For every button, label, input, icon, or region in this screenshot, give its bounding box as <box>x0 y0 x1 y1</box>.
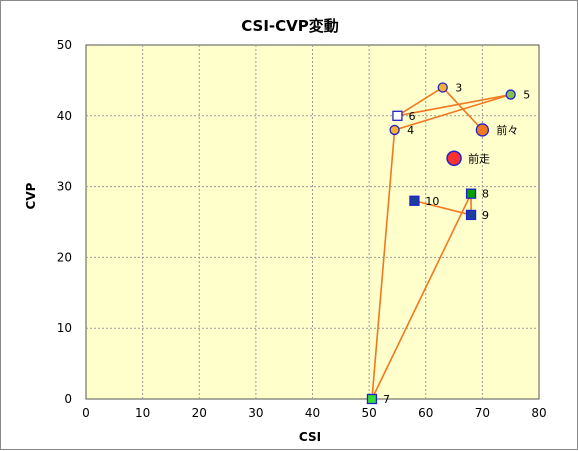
data-point-label: 前々 <box>496 123 518 137</box>
x-tick-label: 30 <box>248 406 263 420</box>
data-point-marker <box>475 123 490 137</box>
data-point-marker <box>446 150 462 167</box>
y-tick-label: 20 <box>57 250 72 264</box>
data-point-label: 前走 <box>468 151 490 165</box>
data-point-label: 8 <box>482 188 489 201</box>
connection-line <box>414 199 472 216</box>
x-tick-label: 0 <box>82 406 90 420</box>
data-point-marker <box>505 89 516 100</box>
connection-line <box>397 93 511 117</box>
data-point-label: 5 <box>523 89 530 102</box>
connection-lines <box>371 86 511 400</box>
y-tick-label: 10 <box>57 321 72 335</box>
data-point-label: 6 <box>408 110 415 123</box>
data-point-label: 3 <box>455 81 462 94</box>
grid-lines <box>86 45 539 399</box>
data-point-label: 4 <box>407 124 414 137</box>
x-tick-label: 50 <box>361 406 376 420</box>
x-tick-label: 60 <box>418 406 433 420</box>
x-tick-label: 10 <box>135 406 150 420</box>
data-point-marker <box>465 209 477 221</box>
y-tick-label: 50 <box>57 38 72 52</box>
x-tick-label: 20 <box>192 406 207 420</box>
y-tick-label: 40 <box>57 109 72 123</box>
connection-line <box>394 93 511 131</box>
chart-title: CSI-CVP変動 <box>241 17 339 35</box>
data-point-label: 9 <box>482 209 489 222</box>
data-point-label: 7 <box>383 393 390 406</box>
data-point-marker <box>366 393 378 405</box>
data-point-marker <box>409 195 420 206</box>
connection-line <box>397 86 444 117</box>
tick-labels: 0 10 20 30 40 50 60 70 80 0 10 20 30 40 50 <box>57 38 547 420</box>
y-tick-label: 30 <box>57 180 72 194</box>
x-tick-label: 80 <box>531 406 546 420</box>
data-markers <box>366 82 516 405</box>
x-axis-label: CSI <box>299 430 321 444</box>
x-tick-label: 40 <box>305 406 320 420</box>
y-tick-label: 0 <box>64 392 72 406</box>
y-axis-label: CVP <box>24 182 38 209</box>
data-point-marker <box>437 82 448 93</box>
connection-line <box>371 193 472 400</box>
x-tick-label: 70 <box>475 406 490 420</box>
connection-line <box>371 129 396 400</box>
data-point-marker <box>465 188 477 199</box>
data-point-label: 10 <box>425 195 439 208</box>
data-point-marker <box>392 110 403 121</box>
data-point-marker <box>389 124 400 136</box>
